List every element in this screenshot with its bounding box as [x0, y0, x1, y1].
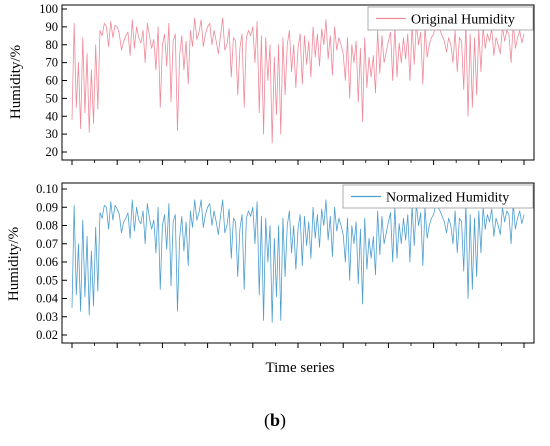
y-ticks-top: 20 30 40 50 60 70 80 90 100 — [39, 2, 67, 159]
plot-area-top: 20 30 40 50 60 70 80 90 100 Original Humidity — [39, 2, 535, 165]
y-tick-label-top-5: 70 — [46, 56, 59, 70]
caption-open: ( — [263, 410, 270, 430]
legend-label-original-humidity: Original Humidity — [411, 13, 515, 28]
y-tick-label-top-7: 90 — [46, 20, 59, 34]
legend-bottom: Normalized Humidity — [342, 184, 534, 209]
x-ticks-top — [71, 160, 525, 165]
y-tick-label-top-4: 60 — [46, 74, 59, 88]
plot-frame-bottom — [61, 182, 535, 344]
x-ticks-bottom — [71, 343, 525, 348]
y-axis-title-top: Humidity/% — [8, 45, 24, 119]
figure: 20 30 40 50 60 70 80 90 100 Original Humidity Hu… — [6, 2, 535, 376]
y-axis-title-bottom: Humidity/% — [6, 227, 22, 301]
y-tick-label-top-0: 20 — [46, 145, 59, 159]
plot-area-bottom: 0.02 0.03 0.04 0.05 0.06 0.07 0.08 0.09 0.10 Nor… — [36, 182, 535, 348]
legend-box-bottom — [342, 184, 534, 209]
y-tick-label-bottom-7: 0.09 — [36, 200, 58, 214]
y-tick-label-bottom-6: 0.08 — [36, 219, 58, 233]
y-tick-label-bottom-1: 0.03 — [36, 310, 58, 324]
y-tick-label-top-8: 100 — [39, 2, 58, 16]
caption-close: ) — [280, 410, 286, 430]
y-tick-label-bottom-0: 0.02 — [36, 328, 58, 342]
figure-caption: (b) — [0, 410, 550, 431]
caption-letter: b — [269, 410, 280, 430]
series-line-original-humidity — [71, 17, 525, 144]
y-tick-label-top-3: 50 — [46, 91, 59, 105]
legend-label-normalized-humidity: Normalized Humidity — [386, 191, 509, 206]
chart-original-humidity: 20 30 40 50 60 70 80 90 100 Original Humidity Hu… — [8, 2, 535, 165]
chart-normalized-humidity: 0.02 0.03 0.04 0.05 0.06 0.07 0.08 0.09 0.10 Nor… — [6, 182, 535, 376]
y-tick-label-bottom-4: 0.06 — [36, 255, 58, 269]
x-axis-title: Time series — [265, 360, 334, 376]
y-ticks-bottom: 0.02 0.03 0.04 0.05 0.06 0.07 0.08 0.09 0.10 — [36, 182, 67, 342]
y-tick-label-top-1: 30 — [46, 127, 59, 141]
y-tick-label-top-2: 40 — [46, 109, 59, 123]
y-tick-label-bottom-2: 0.04 — [36, 292, 59, 306]
y-tick-label-top-6: 80 — [46, 38, 59, 52]
series-line-normalized-humidity — [71, 199, 525, 323]
legend-box-top — [367, 6, 534, 31]
y-tick-label-bottom-5: 0.07 — [36, 237, 58, 251]
legend-top: Original Humidity — [367, 6, 534, 31]
y-tick-label-bottom-3: 0.05 — [36, 273, 58, 287]
y-tick-label-bottom-8: 0.10 — [36, 182, 58, 196]
